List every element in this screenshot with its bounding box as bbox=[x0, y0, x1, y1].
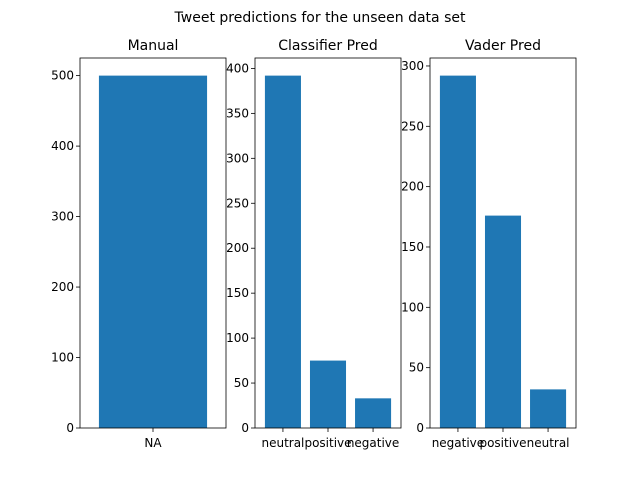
y-tick-label: 300 bbox=[401, 59, 424, 73]
bar-negative bbox=[355, 398, 392, 428]
y-tick-label: 400 bbox=[226, 61, 249, 75]
bar-neutral bbox=[530, 389, 567, 428]
y-tick-label: 0 bbox=[416, 421, 424, 435]
x-tick-label: neutral bbox=[261, 436, 304, 450]
x-tick-label: positive bbox=[304, 436, 351, 450]
y-tick-label: 150 bbox=[226, 286, 249, 300]
y-tick-label: 50 bbox=[234, 376, 249, 390]
y-tick-label: 250 bbox=[226, 196, 249, 210]
y-tick-label: 150 bbox=[401, 240, 424, 254]
x-tick-label: positive bbox=[479, 436, 526, 450]
y-tick-label: 0 bbox=[66, 421, 74, 435]
x-tick-label: NA bbox=[144, 436, 162, 450]
bar-positive bbox=[309, 360, 347, 428]
x-tick-label: neutral bbox=[527, 436, 570, 450]
y-tick-label: 0 bbox=[241, 421, 249, 435]
y-tick-label: 250 bbox=[401, 119, 424, 133]
y-tick-label: 400 bbox=[51, 139, 74, 153]
axes-frame bbox=[79, 57, 227, 429]
subplot-title: Manual bbox=[128, 38, 179, 54]
subplot-2: Classifier Pred 0 50 100 150 200 250 300 350 400 n… bbox=[226, 38, 402, 450]
axes-frame bbox=[429, 57, 577, 429]
y-tick-label: 300 bbox=[51, 210, 74, 224]
y-tick-label: 200 bbox=[226, 241, 249, 255]
y-tick-label: 100 bbox=[51, 351, 74, 365]
y-tick-label: 200 bbox=[401, 180, 424, 194]
subplot-title: Vader Pred bbox=[465, 38, 541, 54]
subplot-title: Classifier Pred bbox=[278, 38, 378, 54]
bar-neutral bbox=[264, 75, 301, 428]
bar-positive bbox=[484, 215, 522, 428]
axes-frame bbox=[254, 57, 402, 429]
bar-NA bbox=[98, 75, 208, 428]
x-tick-label: negative bbox=[347, 436, 399, 450]
y-tick-label: 300 bbox=[226, 151, 249, 165]
y-tick-label: 50 bbox=[409, 361, 424, 375]
y-tick-label: 100 bbox=[401, 300, 424, 314]
figure-title: Tweet predictions for the unseen data se… bbox=[174, 10, 466, 26]
y-tick-label: 100 bbox=[226, 331, 249, 345]
subplot-1: Manual 0 100 200 300 400 500 NA bbox=[51, 38, 227, 450]
y-tick-label: 500 bbox=[51, 69, 74, 83]
x-tick-label: negative bbox=[432, 436, 484, 450]
subplot-3: Vader Pred 0 50 100 150 200 250 300 negativeposi… bbox=[401, 38, 577, 450]
y-tick-label: 200 bbox=[51, 280, 74, 294]
y-tick-label: 350 bbox=[226, 106, 249, 120]
bar-negative bbox=[439, 75, 476, 428]
